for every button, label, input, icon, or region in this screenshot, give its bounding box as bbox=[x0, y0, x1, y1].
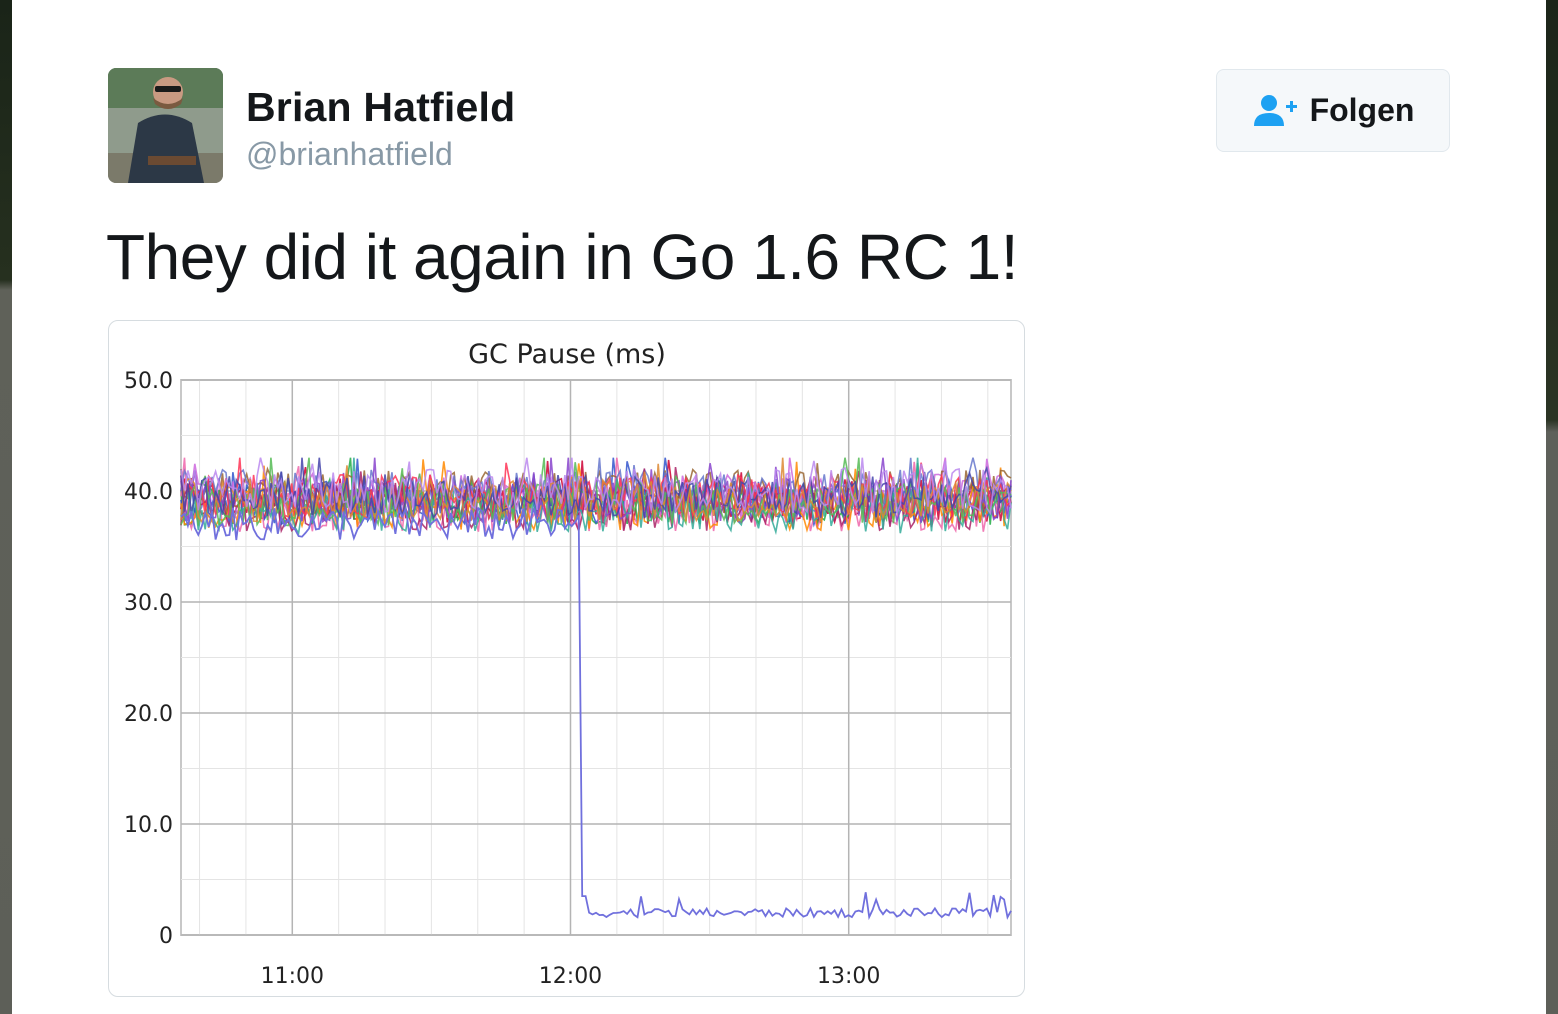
chart-title: GC Pause (ms) bbox=[468, 339, 666, 370]
series-line bbox=[180, 457, 1012, 522]
backdrop-left bbox=[0, 0, 12, 1014]
follow-button-label: Folgen bbox=[1309, 92, 1415, 128]
series-line bbox=[180, 457, 1012, 520]
y-tick-label: 20.0 bbox=[124, 702, 173, 727]
y-tick-label: 10.0 bbox=[124, 813, 173, 838]
gc-pause-chart: 0 10.0 20.0 30.0 40.0 50.0 11:00 12:00 13:00 GC … bbox=[124, 339, 1012, 989]
chart-minor-grid bbox=[180, 379, 1012, 936]
y-tick-label: 30.0 bbox=[124, 591, 173, 616]
backdrop-right bbox=[1546, 0, 1558, 1014]
tweet-card: Brian Hatfield @brianhatfield Folgen The… bbox=[12, 0, 1546, 1014]
author-name[interactable]: Brian Hatfield bbox=[246, 84, 516, 130]
chart-major-grid bbox=[181, 379, 1011, 936]
series-line bbox=[180, 457, 1012, 516]
avatar-photo-icon bbox=[108, 68, 223, 183]
chart-series bbox=[180, 457, 1012, 921]
y-tick-label: 50.0 bbox=[124, 369, 173, 394]
tweet-text: They did it again in Go 1.6 RC 1! bbox=[106, 221, 1019, 293]
x-tick-label: 13:00 bbox=[817, 964, 880, 989]
x-tick-label: 12:00 bbox=[539, 964, 602, 989]
x-tick-label: 11:00 bbox=[261, 964, 324, 989]
tweet-media[interactable]: 0 10.0 20.0 30.0 40.0 50.0 11:00 12:00 13:00 GC … bbox=[108, 320, 1025, 997]
author-handle[interactable]: @brianhatfield bbox=[246, 136, 453, 172]
y-tick-label: 40.0 bbox=[124, 480, 173, 505]
follow-button[interactable]: Folgen bbox=[1216, 69, 1450, 152]
chart-axis-labels: 0 10.0 20.0 30.0 40.0 50.0 11:00 12:00 13:00 bbox=[124, 369, 880, 989]
highlighted-series-line bbox=[180, 505, 1012, 921]
y-tick-label: 0 bbox=[159, 924, 173, 949]
add-user-icon bbox=[1253, 94, 1297, 126]
avatar[interactable] bbox=[108, 68, 223, 183]
